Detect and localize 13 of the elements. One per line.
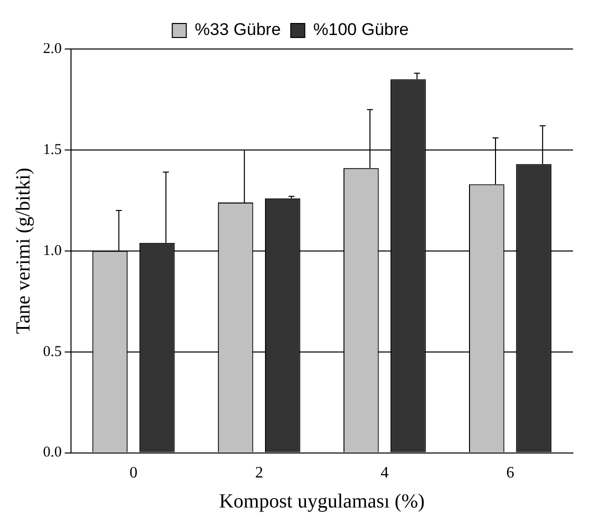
y-tick-label: 0.0: [43, 444, 62, 461]
y-tick-label: 1.5: [43, 142, 62, 158]
y-tick-label: 2.0: [43, 40, 62, 57]
y-axis-title: Tane verimi (g/bitki): [12, 168, 34, 334]
x-axis-title: Kompost uygulaması (%): [219, 490, 425, 512]
legend-label: %33 Gübre: [194, 20, 281, 40]
x-tick-label: 2: [255, 464, 264, 482]
y-tick-label: 0.5: [43, 344, 62, 360]
legend-label: %100 Gübre: [313, 20, 409, 40]
x-tick-label: 6: [506, 464, 514, 482]
x-tick-label: 0: [130, 464, 138, 482]
y-tick-label: 1.0: [43, 242, 62, 259]
x-tick-label: 4: [380, 464, 389, 482]
